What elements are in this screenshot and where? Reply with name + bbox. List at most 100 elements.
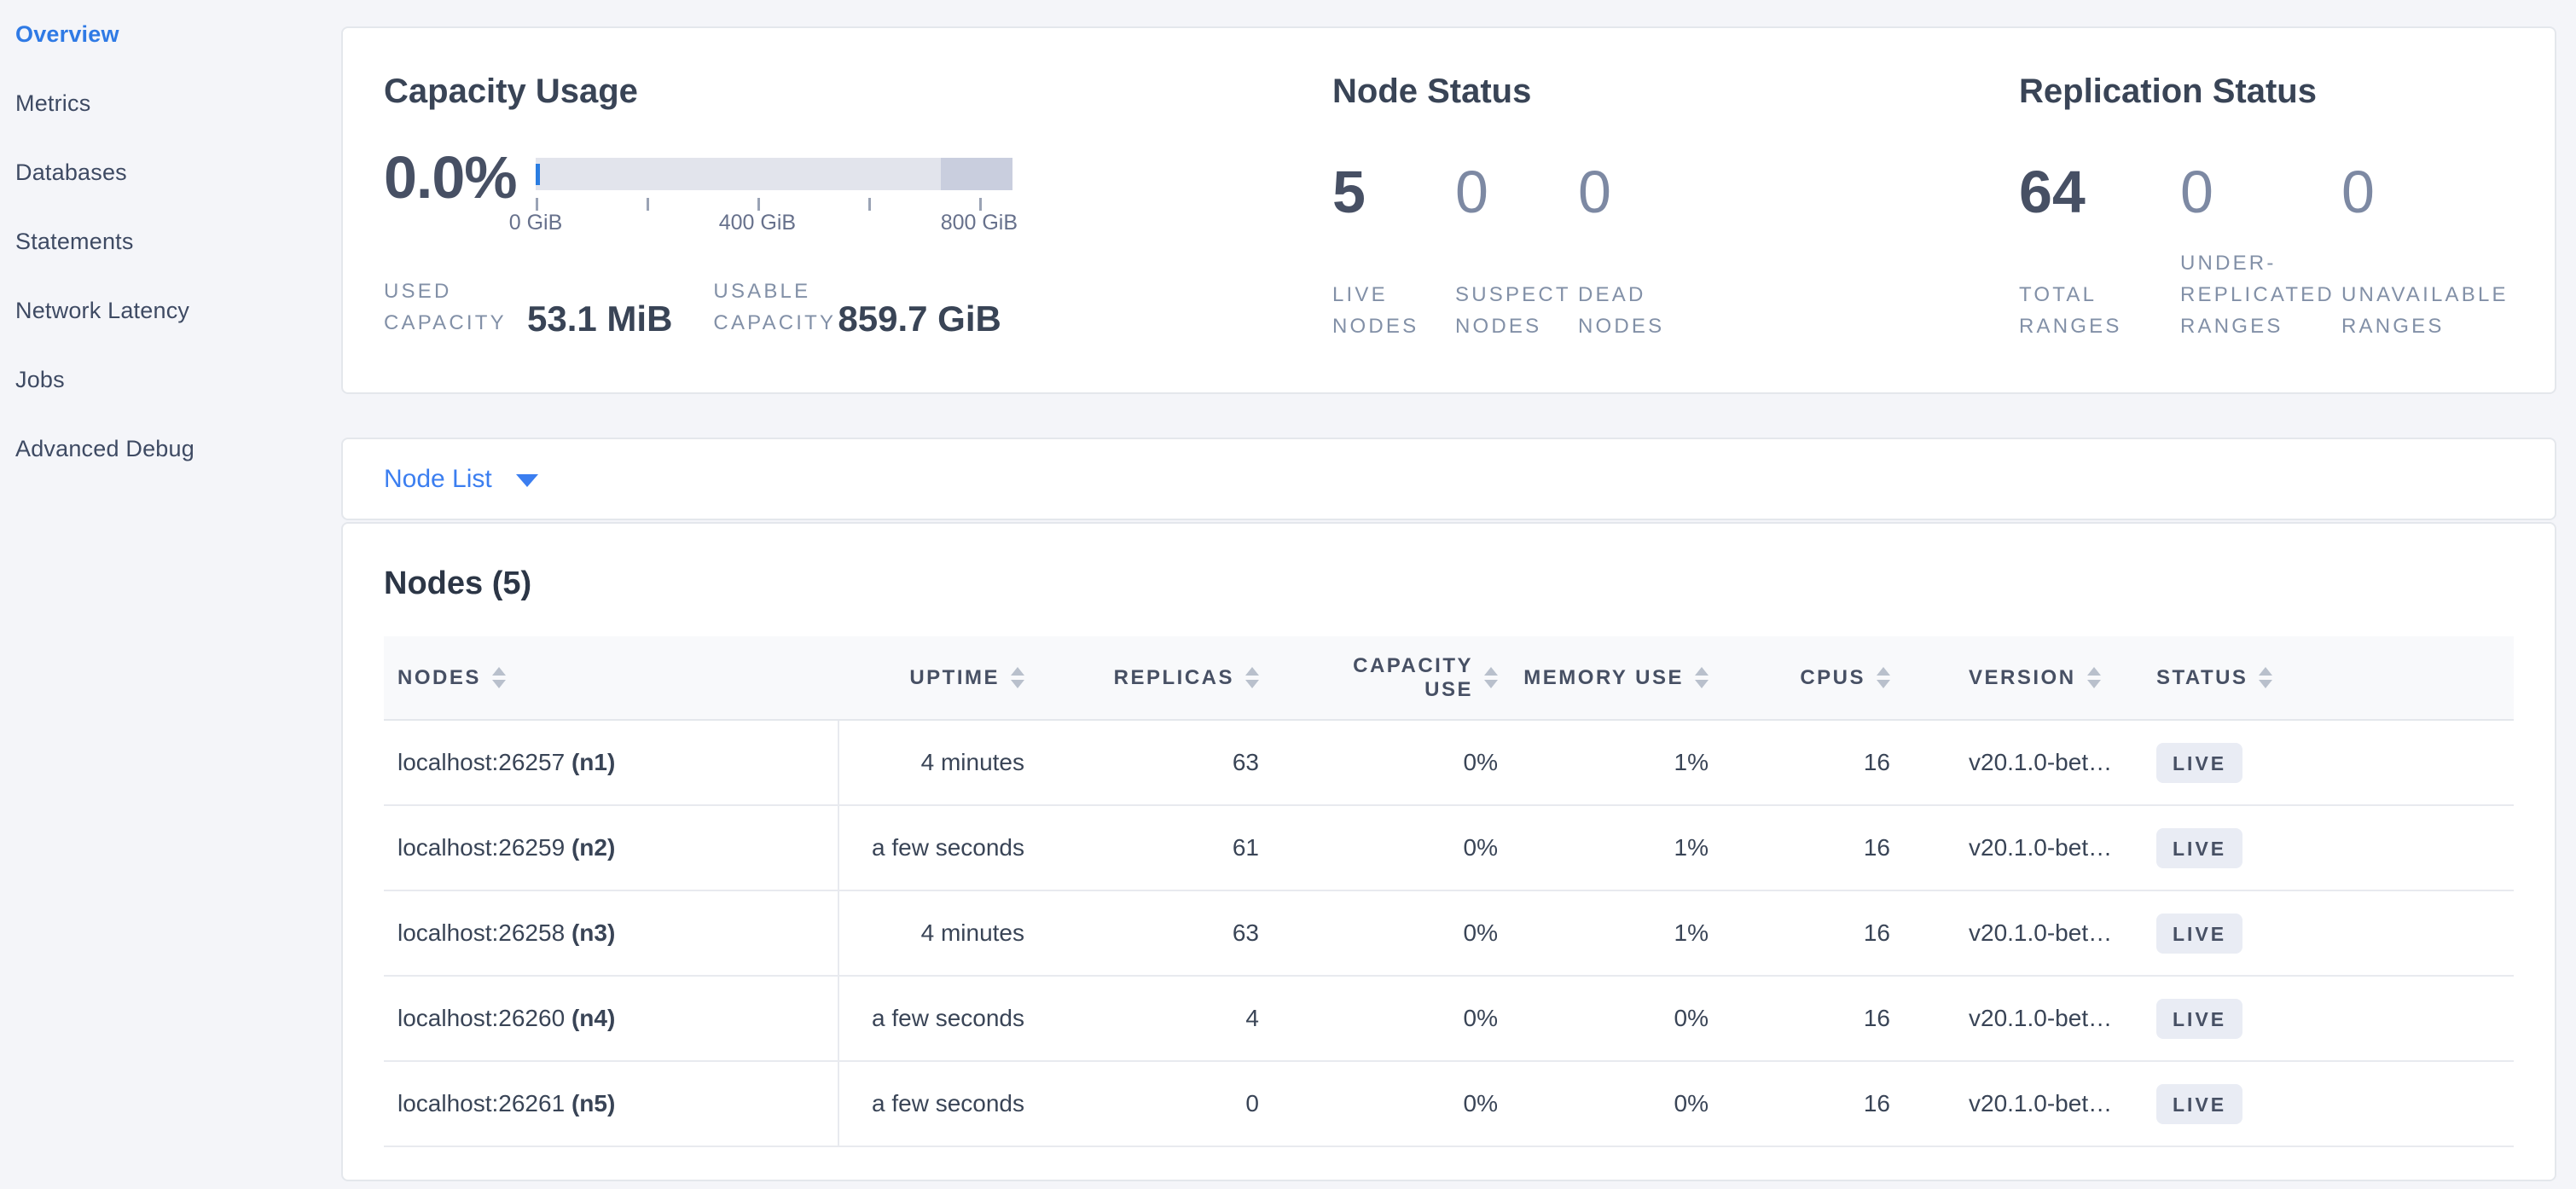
sidebar-item-network-latency[interactable]: Network Latency — [15, 298, 190, 323]
nodes-table: NODES UPTIME REPLICAS CAPACITY USE MEMOR — [384, 636, 2514, 1147]
capacity-usage-section: Capacity Usage 0.0% — [384, 71, 1332, 392]
node-uptime: 4 minutes — [838, 890, 1038, 977]
node-address: localhost:26259 — [397, 834, 566, 861]
node-list-dropdown[interactable]: Node List — [384, 465, 538, 494]
dead-nodes-label: DEAD NODES — [1578, 283, 1665, 338]
capacity-bar-used-segment — [536, 164, 540, 185]
sidebar: Overview Metrics Databases Statements Ne… — [0, 0, 341, 1189]
sidebar-item-jobs[interactable]: Jobs — [15, 367, 65, 392]
capacity-usage-title: Capacity Usage — [384, 72, 638, 110]
status-badge: LIVE — [2156, 1083, 2243, 1124]
used-capacity-label: USED CAPACITY — [384, 280, 507, 334]
node-capacity-use: 0% — [1273, 1061, 1511, 1147]
axis-label-800gib: 800 GiB — [940, 211, 1018, 235]
node-id: (n3) — [571, 919, 616, 946]
column-header-capacity-use-label: CAPACITY USE — [1353, 653, 1473, 701]
column-header-version[interactable]: VERSION — [1904, 636, 2134, 721]
sort-icon — [1484, 667, 1498, 688]
node-cpus: 16 — [1722, 720, 1904, 806]
sort-icon — [2086, 667, 2101, 688]
node-address: localhost:26257 — [397, 749, 566, 775]
used-capacity-value: 53.1 MiB — [527, 299, 673, 339]
node-list-dropdown-label: Node List — [384, 464, 492, 493]
node-memory-use: 0% — [1511, 1061, 1722, 1147]
live-nodes-label: LIVE NODES — [1332, 283, 1419, 338]
node-status-title: Node Status — [1332, 72, 1532, 110]
sidebar-item-advanced-debug[interactable]: Advanced Debug — [15, 436, 194, 461]
node-cpus: 16 — [1722, 805, 1904, 891]
unavailable-ranges-stat: 0 UNAVAILABLE RANGES — [2341, 158, 2509, 342]
main-content: Capacity Usage 0.0% — [341, 0, 2576, 1189]
table-row-node-2[interactable]: localhost:26259 (n2) a few seconds 61 0%… — [384, 805, 2514, 891]
status-badge: LIVE — [2156, 827, 2243, 868]
column-header-capacity-use[interactable]: CAPACITY USE — [1273, 636, 1511, 721]
node-id: (n4) — [571, 1005, 616, 1031]
column-header-replicas[interactable]: REPLICAS — [1038, 636, 1273, 721]
status-badge: LIVE — [2156, 742, 2243, 783]
capacity-axis-ticks — [536, 190, 1012, 211]
nodes-table-card: Nodes (5) NODES UPTIME RE — [341, 522, 2556, 1181]
sidebar-item-metrics[interactable]: Metrics — [15, 90, 91, 116]
node-version: v20.1.0-bet… — [1904, 890, 2134, 977]
column-header-memory-use[interactable]: MEMORY USE — [1511, 636, 1722, 721]
sort-icon — [1877, 667, 1890, 688]
column-header-cpus[interactable]: CPUS — [1722, 636, 1904, 721]
column-header-nodes[interactable]: NODES — [384, 636, 838, 721]
table-row-node-1[interactable]: localhost:26257 (n1) 4 minutes 63 0% 1% … — [384, 720, 2514, 806]
suspect-nodes-stat: 0 SUSPECT NODES — [1455, 158, 1578, 342]
column-header-status[interactable]: STATUS — [2134, 636, 2514, 721]
unavailable-ranges-label: UNAVAILABLE RANGES — [2341, 283, 2509, 338]
live-nodes-stat: 5 LIVE NODES — [1332, 158, 1455, 342]
sidebar-item-databases[interactable]: Databases — [15, 160, 127, 185]
capacity-bar-reserved-segment — [941, 158, 1012, 190]
dead-nodes-value: 0 — [1578, 159, 1611, 225]
capacity-axis-labels: 0 GiB 400 GiB 800 GiB — [509, 211, 1018, 238]
sort-icon — [1245, 667, 1259, 688]
node-replicas: 63 — [1038, 720, 1273, 806]
sidebar-item-overview[interactable]: Overview — [15, 21, 119, 47]
node-capacity-use: 0% — [1273, 890, 1511, 977]
column-header-replicas-label: REPLICAS — [1113, 665, 1234, 689]
table-row-node-4[interactable]: localhost:26260 (n4) a few seconds 4 0% … — [384, 976, 2514, 1062]
node-version: v20.1.0-bet… — [1904, 1061, 2134, 1147]
sidebar-item-statements[interactable]: Statements — [15, 229, 134, 254]
suspect-nodes-value: 0 — [1455, 159, 1488, 225]
nodes-table-title: Nodes (5) — [384, 566, 532, 601]
total-ranges-label: TOTAL RANGES — [2019, 283, 2122, 338]
capacity-bar — [536, 158, 1012, 190]
node-uptime: a few seconds — [838, 805, 1038, 891]
column-header-uptime[interactable]: UPTIME — [838, 636, 1038, 721]
node-uptime: a few seconds — [838, 1061, 1038, 1147]
node-cpus: 16 — [1722, 976, 1904, 1062]
node-address: localhost:26260 — [397, 1005, 566, 1031]
view-selector-card: Node List — [341, 438, 2556, 520]
node-memory-use: 1% — [1511, 805, 1722, 891]
node-cpus: 16 — [1722, 1061, 1904, 1147]
column-header-uptime-label: UPTIME — [909, 665, 1000, 689]
total-ranges-stat: 64 TOTAL RANGES — [2019, 158, 2180, 342]
node-capacity-use: 0% — [1273, 976, 1511, 1062]
replication-status-section: Replication Status 64 TOTAL RANGES 0 UND… — [2019, 71, 2514, 392]
cluster-summary-card: Capacity Usage 0.0% — [341, 26, 2556, 394]
table-row-node-3[interactable]: localhost:26258 (n3) 4 minutes 63 0% 1% … — [384, 890, 2514, 977]
sort-icon — [491, 667, 506, 688]
node-capacity-use: 0% — [1273, 720, 1511, 806]
capacity-used-percent: 0.0% — [384, 144, 518, 211]
under-replicated-ranges-value: 0 — [2180, 159, 2213, 225]
node-address: localhost:26258 — [397, 919, 566, 946]
node-replicas: 61 — [1038, 805, 1273, 891]
unavailable-ranges-value: 0 — [2341, 159, 2375, 225]
under-replicated-ranges-label: UNDER-REPLICATED RANGES — [2180, 252, 2335, 338]
node-id: (n2) — [571, 834, 616, 861]
node-version: v20.1.0-bet… — [1904, 805, 2134, 891]
sort-icon — [2259, 667, 2273, 688]
table-row-node-5[interactable]: localhost:26261 (n5) a few seconds 0 0% … — [384, 1061, 2514, 1147]
node-address: localhost:26261 — [397, 1090, 566, 1116]
status-badge: LIVE — [2156, 913, 2243, 954]
dead-nodes-stat: 0 DEAD NODES — [1578, 158, 1701, 342]
usable-capacity-value: 859.7 GiB — [838, 299, 1001, 339]
usable-capacity-label: USABLE CAPACITY — [713, 280, 837, 334]
node-version: v20.1.0-bet… — [1904, 976, 2134, 1062]
node-replicas: 0 — [1038, 1061, 1273, 1147]
suspect-nodes-label: SUSPECT NODES — [1455, 283, 1571, 338]
